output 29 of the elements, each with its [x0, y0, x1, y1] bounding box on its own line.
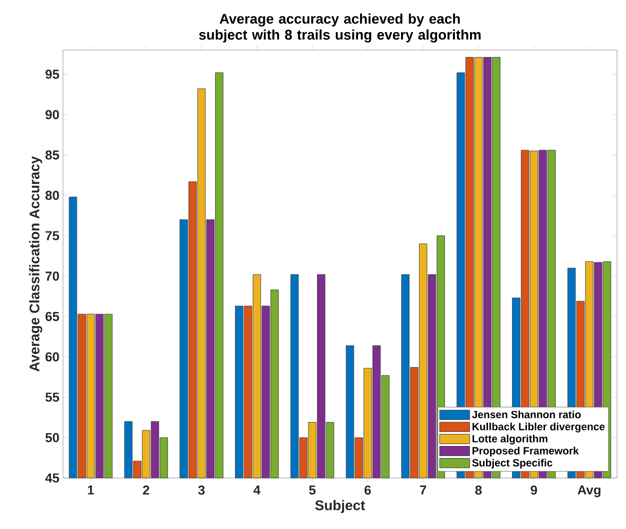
- legend-label: Kullback Libler divergence: [472, 422, 605, 432]
- x-tick-label: 2: [142, 486, 150, 495]
- y-tick-label: 60: [46, 352, 59, 362]
- y-tick-label: 95: [46, 70, 60, 79]
- y-axis-title: Average Classification Accuracy: [29, 156, 42, 372]
- x-tick-label: Avg: [578, 486, 600, 498]
- x-tick-label: 5: [309, 486, 316, 495]
- y-tick-label: 85: [45, 150, 60, 160]
- x-tick-label: 1: [88, 486, 94, 494]
- legend-label: Jensen Shannon ratio: [472, 410, 581, 418]
- chart-title: Average accuracy achieved by each subject with 8 trails using every algorithm: [199, 14, 481, 42]
- y-tick-label: 80: [45, 190, 59, 200]
- legend-label: Lotte algorithm: [472, 434, 548, 444]
- x-tick-label: 9: [530, 486, 538, 495]
- y-tick-label: 50: [45, 433, 59, 442]
- y-tick-label: 75: [46, 231, 60, 240]
- x-tick-label: 7: [420, 486, 426, 494]
- x-tick-label: 4: [254, 486, 260, 494]
- y-tick-label: 55: [45, 392, 60, 402]
- legend-label: Proposed Framework: [472, 446, 579, 457]
- x-axis-title: Subject: [315, 500, 366, 514]
- x-tick-label: 8: [475, 486, 482, 495]
- x-tick-label: 6: [364, 486, 371, 495]
- x-tick-label: 3: [198, 486, 205, 495]
- y-tick-label: 65: [46, 312, 60, 322]
- y-tick-label: 70: [46, 272, 59, 281]
- legend-label: Subject Specific: [472, 458, 552, 469]
- y-tick-label: 45: [45, 473, 60, 483]
- y-tick-label: 90: [46, 110, 59, 120]
